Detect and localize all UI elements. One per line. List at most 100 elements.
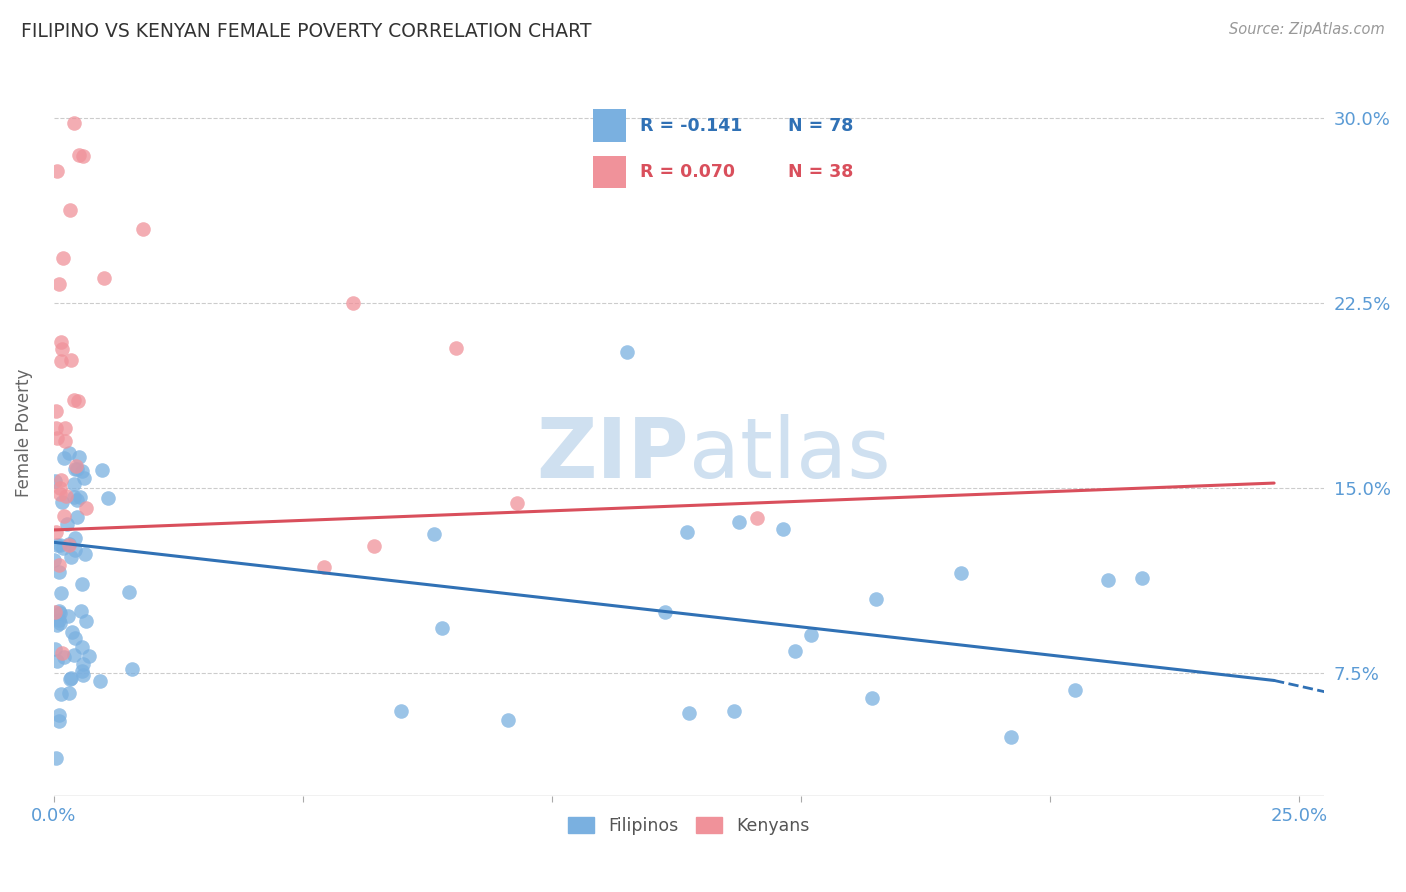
Point — [63, 648, 86, 663]
Point — [67, 394, 90, 409]
Point — [45, 538, 67, 552]
Point — [48, 277, 70, 292]
Point — [53, 508, 76, 523]
Point — [1000, 730, 1022, 744]
Point — [66, 461, 89, 475]
Point — [63, 543, 86, 558]
Point — [59, 353, 82, 368]
Point — [745, 511, 768, 525]
Point — [46, 431, 69, 445]
Point — [506, 496, 529, 510]
Point — [49, 334, 72, 349]
Point — [48, 607, 70, 621]
Point — [70, 664, 93, 678]
Point — [65, 531, 87, 545]
Point — [72, 657, 94, 671]
Point — [70, 604, 93, 618]
Point — [800, 628, 823, 642]
Point — [860, 691, 883, 706]
Point — [56, 608, 79, 623]
Point — [430, 622, 453, 636]
Point — [46, 654, 69, 668]
Point — [727, 515, 749, 529]
Point — [444, 341, 467, 355]
Text: N = 78: N = 78 — [789, 117, 853, 135]
Point — [44, 642, 66, 657]
Point — [46, 164, 69, 178]
Point — [118, 585, 141, 599]
Point — [654, 605, 676, 619]
Point — [45, 525, 67, 540]
Point — [49, 486, 72, 500]
Point — [496, 713, 519, 727]
Point — [44, 474, 66, 488]
Point — [51, 585, 73, 599]
Point — [678, 706, 700, 720]
Point — [52, 541, 75, 555]
Point — [69, 491, 91, 505]
Point — [363, 540, 385, 554]
Point — [52, 650, 75, 665]
Point — [56, 516, 79, 531]
Point — [73, 471, 96, 485]
Point — [48, 565, 70, 579]
Point — [59, 671, 82, 685]
Point — [59, 672, 82, 686]
Point — [67, 450, 90, 464]
Point — [51, 646, 73, 660]
Point — [89, 674, 111, 689]
Point — [314, 560, 336, 574]
Legend: Filipinos, Kenyans: Filipinos, Kenyans — [568, 817, 810, 835]
Point — [70, 577, 93, 591]
Text: ZIP: ZIP — [536, 414, 689, 495]
Text: FILIPINO VS KENYAN FEMALE POVERTY CORRELATION CHART: FILIPINO VS KENYAN FEMALE POVERTY CORREL… — [21, 22, 592, 41]
Point — [48, 613, 70, 627]
Text: N = 38: N = 38 — [789, 163, 853, 181]
Point — [676, 524, 699, 539]
Point — [63, 393, 86, 408]
Point — [342, 296, 364, 310]
Point — [55, 489, 77, 503]
Point — [48, 708, 70, 723]
Point — [391, 705, 413, 719]
Point — [72, 640, 94, 654]
Point — [48, 558, 70, 572]
Point — [62, 490, 84, 504]
Point — [60, 550, 83, 565]
Point — [49, 473, 72, 487]
Point — [785, 644, 807, 658]
Point — [70, 464, 93, 478]
Point — [66, 510, 89, 524]
Point — [1064, 683, 1087, 698]
Point — [49, 538, 72, 552]
Point — [44, 605, 66, 619]
Point — [58, 538, 80, 552]
Point — [53, 434, 76, 448]
Point — [62, 477, 84, 491]
Point — [77, 648, 100, 663]
Point — [616, 345, 638, 359]
Point — [53, 450, 76, 465]
Point — [58, 537, 80, 551]
FancyBboxPatch shape — [593, 110, 627, 142]
Point — [63, 631, 86, 645]
Point — [1097, 573, 1119, 587]
Point — [51, 251, 73, 265]
Point — [66, 493, 89, 508]
Point — [58, 446, 80, 460]
Point — [60, 624, 83, 639]
Point — [48, 604, 70, 618]
Point — [75, 501, 97, 516]
Point — [67, 148, 90, 162]
Point — [723, 704, 745, 718]
Text: atlas: atlas — [689, 414, 890, 495]
Point — [44, 553, 66, 567]
Text: Source: ZipAtlas.com: Source: ZipAtlas.com — [1229, 22, 1385, 37]
Point — [59, 203, 82, 218]
Point — [72, 148, 94, 162]
Point — [45, 751, 67, 765]
Point — [91, 463, 114, 477]
FancyBboxPatch shape — [593, 155, 627, 188]
Point — [53, 421, 76, 435]
Point — [45, 420, 67, 434]
